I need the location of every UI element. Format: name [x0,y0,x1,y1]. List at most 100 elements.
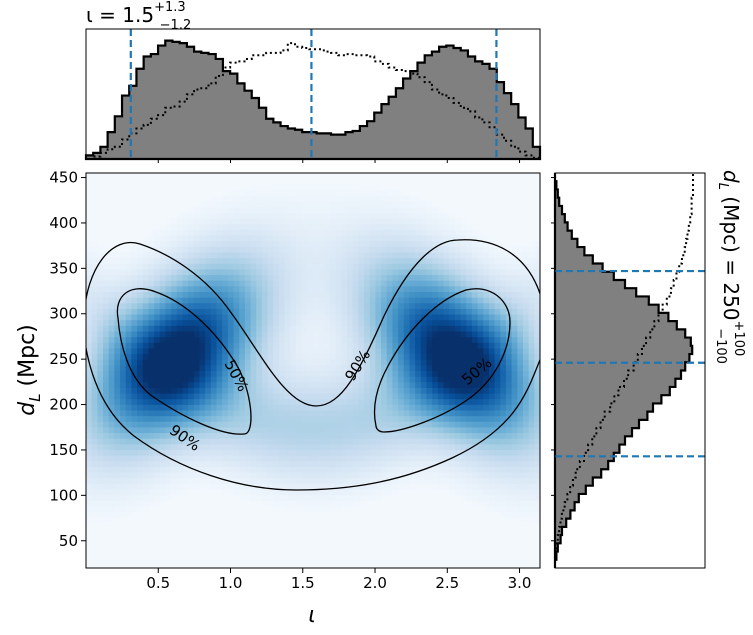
heatmap-cell [420,477,427,484]
heatmap-cell [256,460,263,467]
heatmap-cell [528,263,535,270]
heatmap-cell [528,511,535,518]
heatmap-cell [313,426,320,434]
heatmap-cell [341,421,348,428]
heatmap-cell [233,342,240,349]
heatmap-cell [398,376,405,383]
heatmap-cell [335,297,342,304]
heatmap-cell [330,274,337,281]
heatmap-cell [454,285,462,292]
heatmap-cell [352,314,359,321]
heatmap-cell [313,201,320,208]
heatmap-cell [352,342,359,349]
heatmap-cell [347,325,354,332]
heatmap-cell [273,443,280,450]
heatmap-cell [364,257,371,264]
heatmap-cell [137,460,144,467]
heatmap-cell [364,218,371,225]
heatmap-cell [392,398,399,405]
heatmap-cell [273,325,280,332]
heatmap-cell [313,297,320,304]
heatmap-cell [443,460,450,467]
heatmap-cell [108,252,115,259]
heatmap-cell [148,364,155,371]
heatmap-cell [244,432,252,439]
heatmap-cell [466,268,473,276]
iota-lower-error: −1.2 [160,18,192,33]
heatmap-cell [313,212,320,219]
heatmap-cell [454,263,462,270]
heatmap-cell [420,393,427,400]
heatmap-cell [108,353,115,360]
heatmap-cell [477,432,484,439]
heatmap-cell [330,319,337,326]
heatmap-cell [471,376,479,383]
heatmap-cell [432,376,439,383]
heatmap-cell [261,297,269,304]
heatmap-cell [86,246,93,253]
heatmap-cell [176,376,183,383]
heatmap-cell [227,477,235,484]
heatmap-cell [369,387,376,394]
heatmap-cell [330,257,337,264]
heatmap-cell [375,359,382,366]
heatmap-cell [278,500,286,507]
heatmap-cell [267,466,274,473]
heatmap-cell [483,415,490,422]
heatmap-cell [381,201,388,208]
right-panel-ticks [551,177,555,542]
heatmap-cell [318,449,325,456]
heatmap-cell [409,483,416,490]
heatmap-cell [267,189,274,197]
heatmap-cell [403,483,410,490]
heatmap-cell [216,263,223,270]
heatmap-cell [108,438,115,445]
heatmap-cell [335,449,342,456]
heatmap-cell [364,268,371,276]
heatmap-cell [341,302,348,309]
heatmap-cell [86,387,93,394]
heatmap-cell [108,494,115,501]
heatmap-cell [454,314,462,321]
heatmap-cell [210,206,218,213]
heatmap-cell [330,381,337,388]
heatmap-cell [301,201,308,208]
heatmap-cell [364,263,371,270]
x-tick-label: 1.0 [219,574,243,592]
heatmap-cell [154,314,161,321]
heatmap-cell [381,257,388,264]
heatmap-cell [86,443,93,450]
heatmap-cell [466,494,473,501]
heatmap-cell [239,252,246,259]
heatmap-cell [261,184,269,191]
heatmap-cell [505,364,513,371]
heatmap-cell [227,432,235,439]
heatmap-cell [511,297,518,304]
heatmap-cell [386,410,393,417]
y-label-d: d [15,401,40,416]
heatmap-cell [358,218,365,225]
heatmap-cell [313,398,320,405]
heatmap-cell [437,285,445,292]
heatmap-cell [437,268,445,276]
heatmap-cell [171,325,178,332]
heatmap-cell [324,472,331,479]
heatmap-cell [267,257,274,264]
heatmap-cell [165,223,172,230]
heatmap-cell [437,319,445,326]
heatmap-cell [295,393,303,400]
heatmap-cell [460,455,467,462]
heatmap-cell [347,297,354,304]
heatmap-cell [222,285,229,292]
heatmap-cell [278,195,286,202]
heatmap-cell [137,325,144,332]
heatmap-cell [239,189,246,197]
heatmap-cell [398,297,405,304]
heatmap-cell [278,353,286,360]
heatmap-cell [193,449,200,456]
heatmap-cell [188,477,195,484]
heatmap-cell [261,240,269,247]
heatmap-cell [210,387,218,394]
main-x-ticks: 0.5 1.0 1.5 2.0 2.5 3.0 [146,568,531,592]
heatmap-cell [267,206,274,213]
